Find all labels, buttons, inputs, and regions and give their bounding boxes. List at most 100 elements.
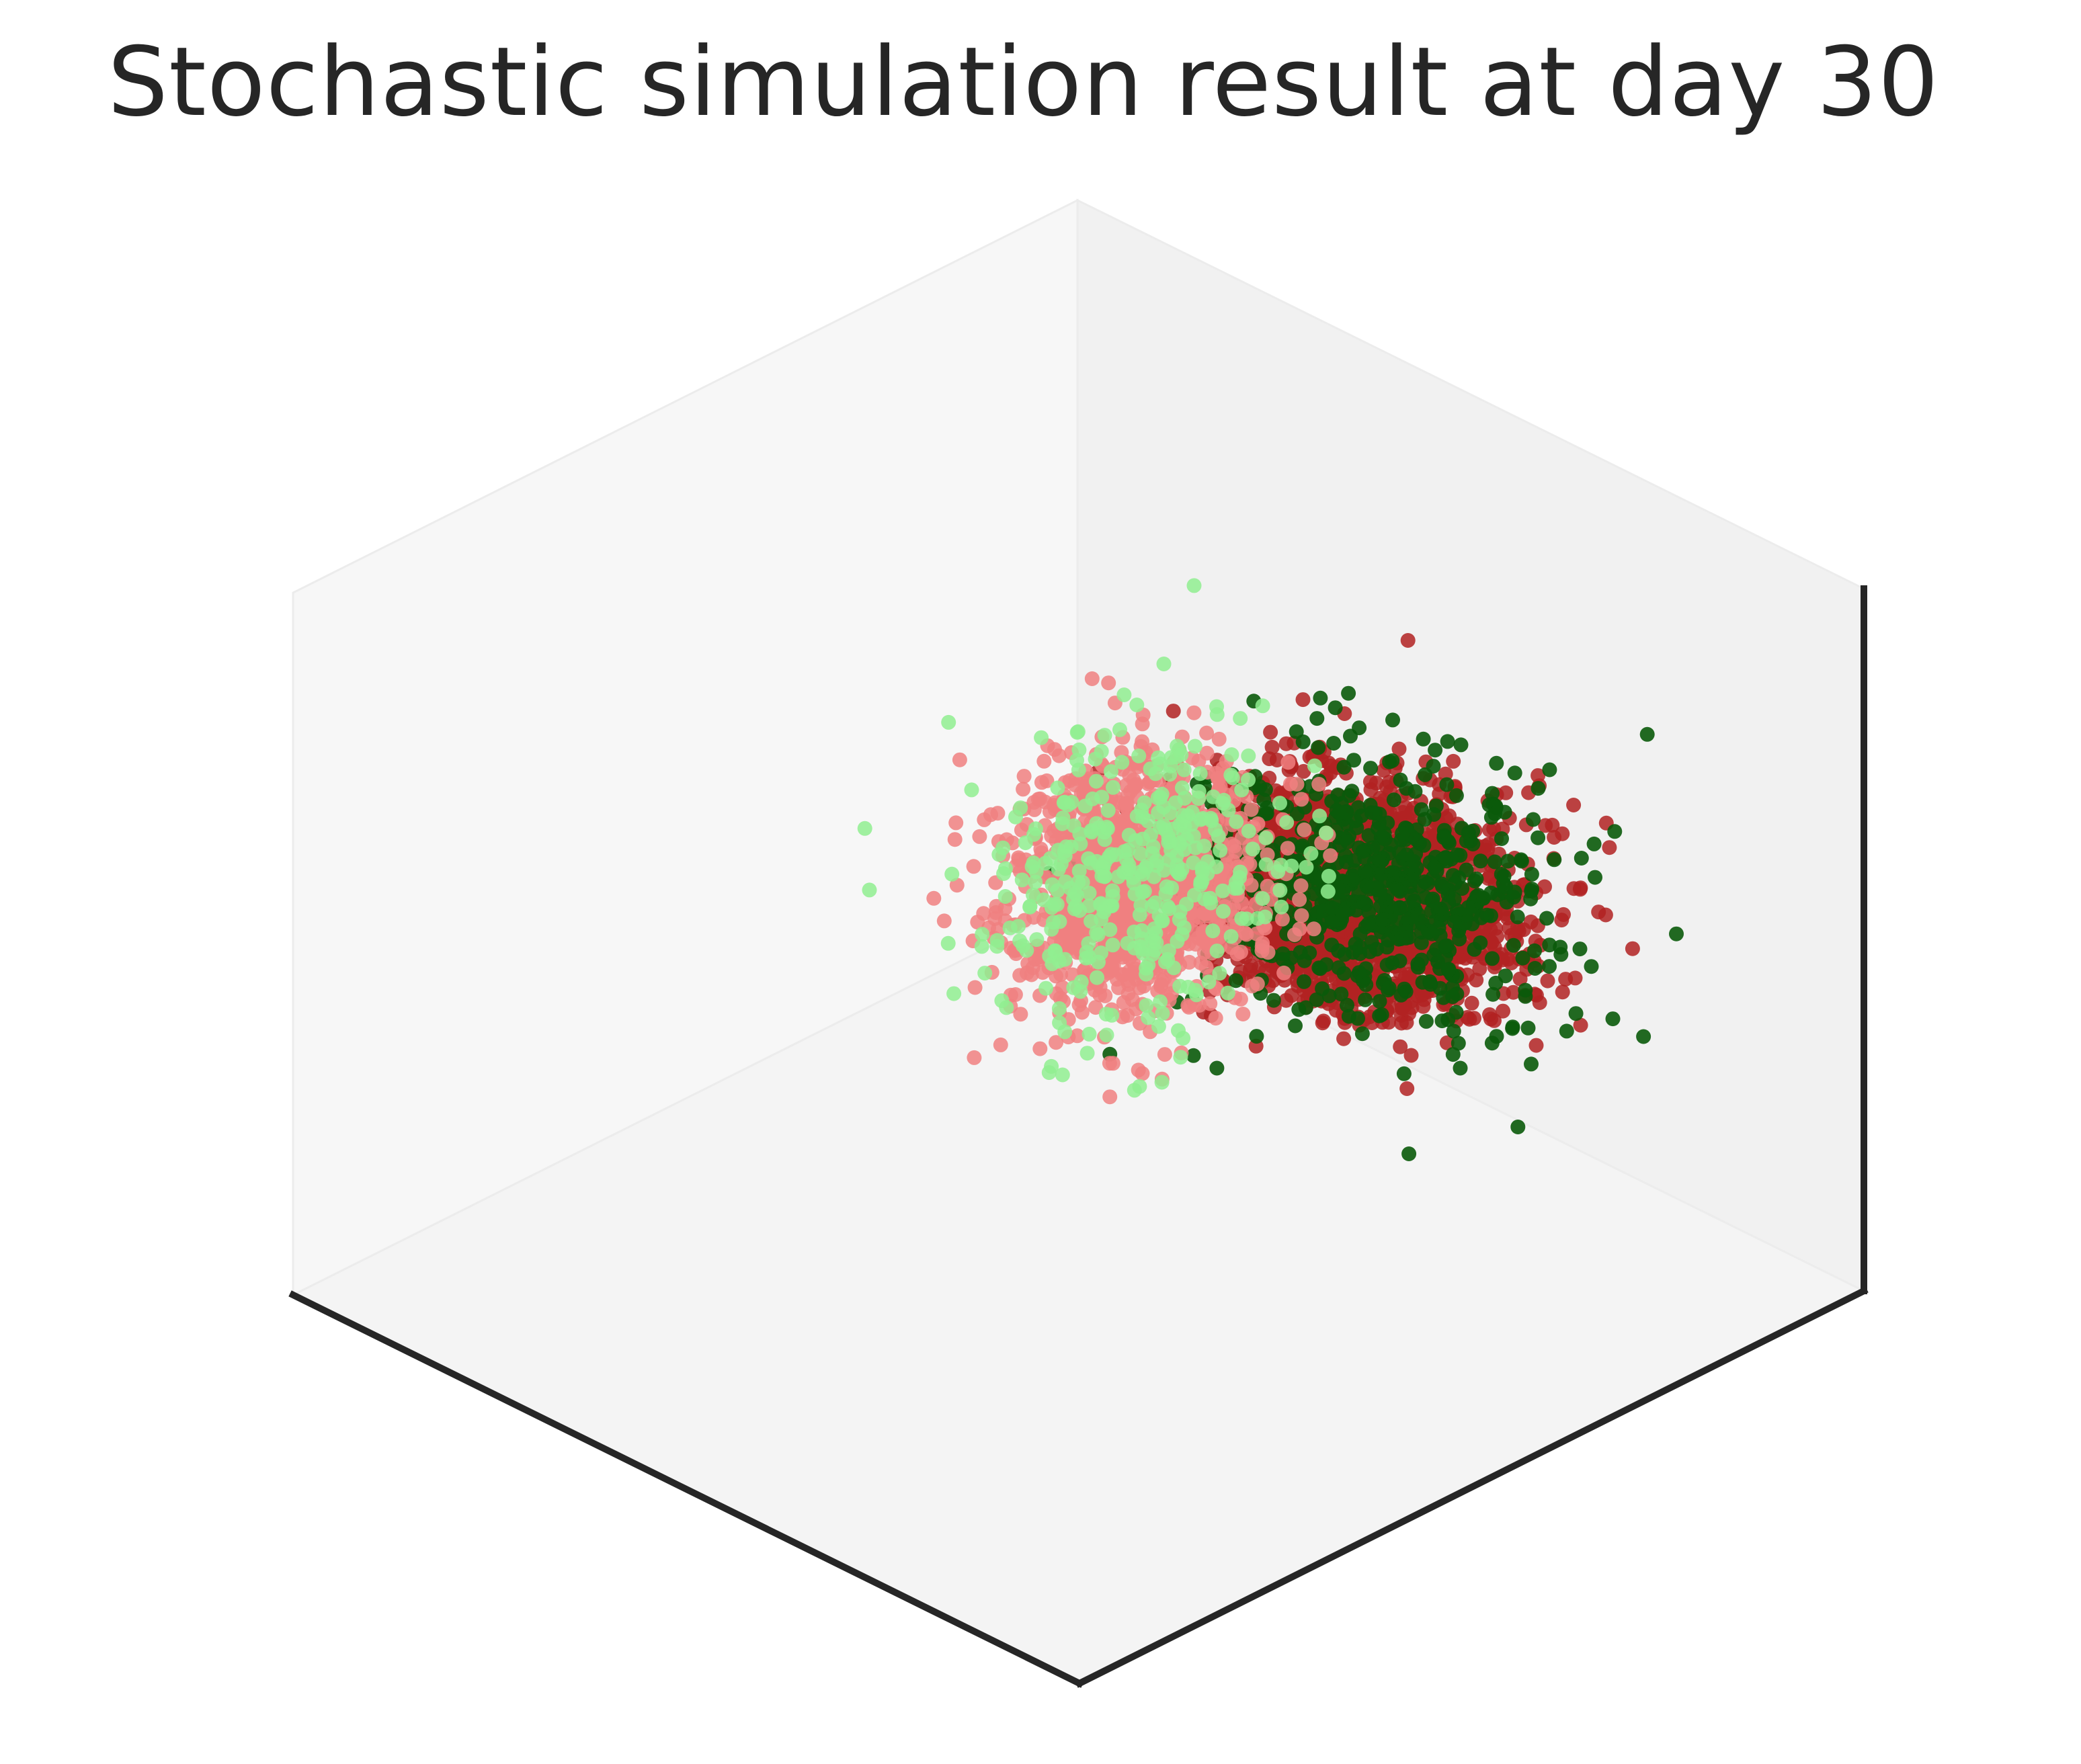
scatter-point bbox=[1383, 837, 1399, 853]
scatter-point bbox=[1234, 782, 1250, 798]
scatter-point bbox=[1400, 633, 1416, 648]
scatter-point bbox=[1482, 1007, 1497, 1022]
scatter-point bbox=[1039, 773, 1055, 788]
scatter-point bbox=[995, 840, 1011, 855]
scatter-point bbox=[1117, 798, 1133, 814]
scatter-point bbox=[1542, 762, 1557, 778]
scatter-point bbox=[1051, 1001, 1067, 1016]
scatter-point bbox=[1337, 902, 1352, 918]
scatter-point bbox=[1022, 898, 1038, 914]
scatter-point bbox=[1311, 740, 1326, 755]
scatter-point bbox=[1121, 977, 1137, 993]
scatter-point bbox=[1374, 1007, 1389, 1022]
scatter-point bbox=[1440, 734, 1455, 749]
scatter-point bbox=[1081, 936, 1096, 951]
scatter-point bbox=[1404, 1000, 1420, 1015]
scatter-point bbox=[949, 878, 965, 893]
scatter-point bbox=[1139, 998, 1154, 1013]
scatter-point bbox=[1461, 825, 1476, 841]
scatter-point bbox=[1133, 898, 1149, 913]
scatter-point bbox=[1489, 755, 1504, 771]
scatter-point bbox=[1275, 946, 1291, 962]
scatter-point bbox=[1306, 921, 1321, 937]
scatter-point bbox=[1506, 937, 1521, 953]
scatter-point bbox=[1149, 935, 1164, 951]
scatter-point bbox=[1045, 877, 1060, 892]
scatter-point bbox=[1598, 907, 1613, 923]
scatter-point bbox=[1070, 724, 1086, 739]
scatter-point bbox=[1194, 861, 1210, 876]
scatter-point bbox=[1418, 890, 1433, 905]
scatter-point bbox=[1116, 687, 1132, 702]
scatter-point bbox=[1042, 804, 1057, 819]
scatter-point bbox=[1069, 753, 1084, 768]
scatter-point bbox=[1154, 786, 1170, 802]
y-axis-line bbox=[288, 1290, 1084, 1688]
scatter-point bbox=[1121, 827, 1137, 843]
scatter-point bbox=[1458, 907, 1473, 923]
scatter-point bbox=[1574, 851, 1589, 866]
scatter-point bbox=[1346, 753, 1362, 768]
scatter-point bbox=[1114, 755, 1130, 770]
scatter-point bbox=[1106, 780, 1120, 795]
scatter-point bbox=[1384, 905, 1399, 919]
scatter-point bbox=[1636, 1029, 1651, 1044]
scatter-point bbox=[1016, 938, 1030, 954]
scatter-point bbox=[1209, 699, 1224, 714]
scatter-point bbox=[1141, 1010, 1156, 1025]
scatter-point bbox=[1260, 800, 1275, 815]
scatter-point bbox=[1204, 813, 1219, 829]
scatter-point bbox=[1173, 1050, 1188, 1065]
scatter-point bbox=[1213, 843, 1228, 858]
scatter-point bbox=[1258, 857, 1274, 872]
scatter-point bbox=[1436, 828, 1452, 843]
scatter-point bbox=[1097, 728, 1112, 743]
scatter-point bbox=[1500, 853, 1516, 869]
scatter-point bbox=[1262, 770, 1277, 786]
scatter-point bbox=[1272, 796, 1287, 811]
scatter-point bbox=[1077, 798, 1093, 814]
scatter-point bbox=[1243, 962, 1258, 978]
scatter-point bbox=[946, 986, 962, 1001]
scatter-point bbox=[983, 807, 998, 823]
data-points bbox=[857, 578, 1684, 1161]
scatter-point bbox=[1488, 921, 1504, 936]
scatter-point bbox=[1410, 907, 1426, 922]
scatter-point bbox=[1278, 993, 1294, 1008]
scatter-point bbox=[1428, 743, 1443, 758]
scatter-point bbox=[988, 905, 1004, 920]
scatter-point bbox=[1396, 1066, 1412, 1081]
scatter-point bbox=[1309, 711, 1325, 726]
scatter-point bbox=[1049, 896, 1065, 912]
scatter-point bbox=[989, 939, 1005, 954]
scatter-point bbox=[1282, 776, 1298, 792]
scatter-point bbox=[1510, 1120, 1526, 1134]
scatter-point bbox=[996, 866, 1012, 881]
scatter-point bbox=[1372, 806, 1387, 822]
scatter-point bbox=[1532, 995, 1547, 1010]
scatter-point bbox=[1369, 874, 1384, 890]
scatter-point bbox=[1082, 1026, 1097, 1042]
scatter-point bbox=[1538, 818, 1553, 833]
scatter-point bbox=[1484, 1036, 1500, 1051]
scatter-point bbox=[1518, 982, 1533, 998]
scatter-point bbox=[1483, 908, 1498, 923]
scatter-point bbox=[1133, 846, 1148, 862]
scatter-point bbox=[966, 859, 981, 874]
scatter-point bbox=[1303, 846, 1319, 861]
scatter-point bbox=[1199, 725, 1215, 741]
scatter-point bbox=[1043, 851, 1058, 866]
scatter-point bbox=[1512, 971, 1528, 986]
scatter-point bbox=[1135, 1066, 1150, 1081]
scatter-point bbox=[1220, 985, 1235, 1001]
scatter-point bbox=[1384, 865, 1399, 880]
scatter-point bbox=[1393, 1039, 1408, 1054]
scatter-point bbox=[1186, 1048, 1201, 1063]
scatter-point bbox=[1274, 899, 1289, 915]
scatter-point bbox=[1145, 839, 1161, 854]
scatter-point bbox=[1161, 943, 1176, 958]
scatter-point bbox=[1131, 748, 1147, 763]
scatter-point bbox=[1528, 1038, 1544, 1053]
scatter-point bbox=[1295, 734, 1311, 749]
scatter-point bbox=[1506, 984, 1521, 1000]
